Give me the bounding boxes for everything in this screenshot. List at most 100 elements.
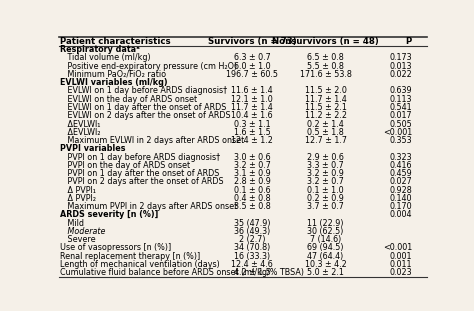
Text: 11.7 ± 1.4: 11.7 ± 1.4 <box>305 95 346 104</box>
Text: 6.5 ± 0.8: 6.5 ± 0.8 <box>307 53 344 63</box>
Text: ΔEVLWI₂: ΔEVLWI₂ <box>60 128 100 137</box>
Text: 0.4 ± 0.8: 0.4 ± 0.8 <box>234 194 271 203</box>
Text: Maximum PVPI in 2 days after ARDS onset: Maximum PVPI in 2 days after ARDS onset <box>60 202 237 211</box>
Text: 2.8 ± 0.9: 2.8 ± 0.9 <box>234 177 271 186</box>
Text: PVPI on the day of ARDS onset: PVPI on the day of ARDS onset <box>60 161 190 170</box>
Text: 2.9 ± 0.6: 2.9 ± 0.6 <box>307 153 344 161</box>
Text: 11.7 ± 1.4: 11.7 ± 1.4 <box>231 103 273 112</box>
Text: PVPI on 2 days after the onset of ARDS: PVPI on 2 days after the onset of ARDS <box>60 177 224 186</box>
Text: Cumulative fluid balance before ARDS onset (ml/kg/% TBSA): Cumulative fluid balance before ARDS ons… <box>60 268 304 277</box>
Text: 0.353: 0.353 <box>389 136 412 145</box>
Text: ΔEVLWI₁: ΔEVLWI₁ <box>60 119 100 128</box>
Text: 0.541: 0.541 <box>389 103 412 112</box>
Text: Tidal volume (ml/kg): Tidal volume (ml/kg) <box>60 53 151 63</box>
Text: 3.2 ± 0.7: 3.2 ± 0.7 <box>234 161 271 170</box>
Text: PVPI on 1 day before ARDS diagnosis†: PVPI on 1 day before ARDS diagnosis† <box>60 153 220 161</box>
Text: 0.2 ± 1.4: 0.2 ± 1.4 <box>307 119 344 128</box>
Text: EVLWI on the day of ARDS onset: EVLWI on the day of ARDS onset <box>60 95 197 104</box>
Text: 0.013: 0.013 <box>390 62 412 71</box>
Text: 12.4 ± 4.6: 12.4 ± 4.6 <box>231 260 273 269</box>
Text: 0.1 ± 1.0: 0.1 ± 1.0 <box>307 186 344 195</box>
Text: 1.6 ± 1.5: 1.6 ± 1.5 <box>234 128 271 137</box>
Text: 4.2 ± 1.5: 4.2 ± 1.5 <box>234 268 271 277</box>
Text: Patient characteristics: Patient characteristics <box>60 37 171 46</box>
Text: <0.001: <0.001 <box>383 128 412 137</box>
Text: PVPI on 1 day after the onset of ARDS: PVPI on 1 day after the onset of ARDS <box>60 169 219 178</box>
Text: 3.2 ± 0.9: 3.2 ± 0.9 <box>307 169 344 178</box>
Text: EVLWI on 2 days after the onset of ARDS: EVLWI on 2 days after the onset of ARDS <box>60 111 231 120</box>
Text: 30 (62.5): 30 (62.5) <box>308 227 344 236</box>
Text: 6.3 ± 0.7: 6.3 ± 0.7 <box>234 53 271 63</box>
Text: 0.2 ± 0.9: 0.2 ± 0.9 <box>307 194 344 203</box>
Text: 69 (94.5): 69 (94.5) <box>307 244 344 253</box>
Text: 36 (49.3): 36 (49.3) <box>234 227 270 236</box>
Text: 0.416: 0.416 <box>390 161 412 170</box>
Text: 0.113: 0.113 <box>390 95 412 104</box>
Text: Severe: Severe <box>60 235 96 244</box>
Text: 12.1 ± 1.0: 12.1 ± 1.0 <box>231 95 273 104</box>
Text: 0.173: 0.173 <box>389 53 412 63</box>
Text: 3.2 ± 0.7: 3.2 ± 0.7 <box>307 177 344 186</box>
Text: 2 (2.7): 2 (2.7) <box>239 235 265 244</box>
Text: 0.027: 0.027 <box>389 177 412 186</box>
Text: 5.0 ± 2.1: 5.0 ± 2.1 <box>307 268 344 277</box>
Text: 12.7 ± 1.7: 12.7 ± 1.7 <box>305 136 346 145</box>
Text: 0.017: 0.017 <box>389 111 412 120</box>
Text: Nonsurvivors (n = 48): Nonsurvivors (n = 48) <box>272 37 379 46</box>
Text: Mild: Mild <box>60 219 84 228</box>
Text: 0.459: 0.459 <box>389 169 412 178</box>
Text: 12.4 ± 1.2: 12.4 ± 1.2 <box>231 136 273 145</box>
Text: 0.170: 0.170 <box>389 202 412 211</box>
Text: 11.6 ± 1.4: 11.6 ± 1.4 <box>231 86 273 95</box>
Text: 0.3 ± 1.1: 0.3 ± 1.1 <box>234 119 271 128</box>
Text: 10.3 ± 4.2: 10.3 ± 4.2 <box>305 260 346 269</box>
Text: 0.022: 0.022 <box>389 70 412 79</box>
Text: 0.140: 0.140 <box>390 194 412 203</box>
Text: EVLWI on 1 day after the onset of ARDS: EVLWI on 1 day after the onset of ARDS <box>60 103 227 112</box>
Text: 11.2 ± 2.2: 11.2 ± 2.2 <box>305 111 346 120</box>
Text: Respiratory dataᵃ: Respiratory dataᵃ <box>60 45 140 54</box>
Text: Use of vasopressors [n (%)]: Use of vasopressors [n (%)] <box>60 244 171 253</box>
Text: Maximum EVLWI in 2 days after ARDS onset: Maximum EVLWI in 2 days after ARDS onset <box>60 136 244 145</box>
Text: 16 (33.3): 16 (33.3) <box>234 252 270 261</box>
Text: Δ PVPI₁: Δ PVPI₁ <box>60 186 96 195</box>
Text: 11.5 ± 2.1: 11.5 ± 2.1 <box>305 103 346 112</box>
Text: 3.3 ± 0.7: 3.3 ± 0.7 <box>307 161 344 170</box>
Text: Moderate: Moderate <box>60 227 105 236</box>
Text: 171.6 ± 53.8: 171.6 ± 53.8 <box>300 70 352 79</box>
Text: 10.4 ± 1.6: 10.4 ± 1.6 <box>231 111 273 120</box>
Text: 6.0 ± 1.0: 6.0 ± 1.0 <box>234 62 271 71</box>
Text: 5.5 ± 0.8: 5.5 ± 0.8 <box>307 62 344 71</box>
Text: 3.1 ± 0.9: 3.1 ± 0.9 <box>234 169 271 178</box>
Text: 0.639: 0.639 <box>389 86 412 95</box>
Text: PVPI variables: PVPI variables <box>60 144 126 153</box>
Text: 7 (14.6): 7 (14.6) <box>310 235 341 244</box>
Text: Δ PVPI₂: Δ PVPI₂ <box>60 194 96 203</box>
Text: ARDS severity [n (%)]: ARDS severity [n (%)] <box>60 210 158 219</box>
Text: P: P <box>406 37 412 46</box>
Text: 11.5 ± 2.0: 11.5 ± 2.0 <box>305 86 346 95</box>
Text: Minimum PaO₂/FiO₂ ratio: Minimum PaO₂/FiO₂ ratio <box>60 70 166 79</box>
Text: Renal replacement therapy [n (%)]: Renal replacement therapy [n (%)] <box>60 252 200 261</box>
Text: Survivors (n = 73): Survivors (n = 73) <box>208 37 296 46</box>
Text: 0.011: 0.011 <box>390 260 412 269</box>
Text: 0.001: 0.001 <box>390 252 412 261</box>
Text: 0.5 ± 1.8: 0.5 ± 1.8 <box>307 128 344 137</box>
Text: EVLWI variables (ml/kg): EVLWI variables (ml/kg) <box>60 78 168 87</box>
Text: 34 (70.8): 34 (70.8) <box>234 244 270 253</box>
Text: 0.323: 0.323 <box>389 153 412 161</box>
Text: 0.928: 0.928 <box>389 186 412 195</box>
Text: EVLWI on 1 day before ARDS diagnosis†: EVLWI on 1 day before ARDS diagnosis† <box>60 86 227 95</box>
Text: 3.5 ± 0.8: 3.5 ± 0.8 <box>234 202 271 211</box>
Text: 0.004: 0.004 <box>390 210 412 219</box>
Text: Length of mechanical ventilation (days): Length of mechanical ventilation (days) <box>60 260 220 269</box>
Text: 3.0 ± 0.6: 3.0 ± 0.6 <box>234 153 271 161</box>
Text: 0.023: 0.023 <box>389 268 412 277</box>
Text: 196.7 ± 60.5: 196.7 ± 60.5 <box>226 70 278 79</box>
Text: 0.1 ± 0.6: 0.1 ± 0.6 <box>234 186 271 195</box>
Text: 11 (22.9): 11 (22.9) <box>307 219 344 228</box>
Text: 47 (64.4): 47 (64.4) <box>308 252 344 261</box>
Text: 35 (47.9): 35 (47.9) <box>234 219 270 228</box>
Text: <0.001: <0.001 <box>383 244 412 253</box>
Text: Positive end-expiratory pressure (cm H₂O): Positive end-expiratory pressure (cm H₂O… <box>60 62 237 71</box>
